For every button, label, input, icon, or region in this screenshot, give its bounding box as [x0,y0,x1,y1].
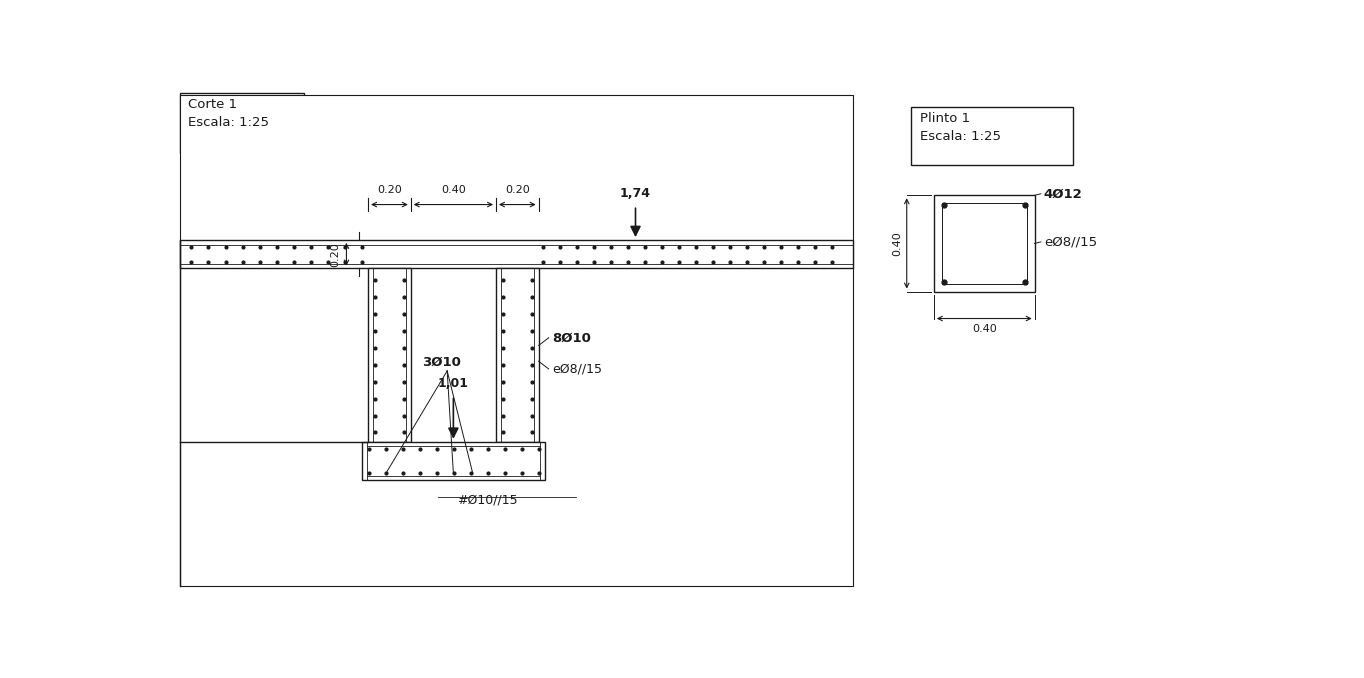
Text: Corte 1
Escala: 1:25: Corte 1 Escala: 1:25 [188,98,269,129]
Bar [496,268,539,442]
Text: 8Ø10: 8Ø10 [552,332,592,344]
Bar [180,93,304,153]
Bar [941,203,1027,284]
Text: eØ8//15: eØ8//15 [552,363,603,376]
Text: 0.40: 0.40 [892,231,902,256]
Text: 0.20: 0.20 [376,185,402,195]
Bar [911,106,1073,165]
Bar [180,240,852,268]
Text: eØ8//15: eØ8//15 [1043,235,1097,248]
Text: 0.40: 0.40 [441,185,465,195]
Text: 0.20: 0.20 [330,242,340,266]
Text: 0.20: 0.20 [505,185,529,195]
Text: 3Ø10: 3Ø10 [423,355,461,369]
Bar [934,195,1035,292]
Text: #Ø10//15: #Ø10//15 [457,494,518,506]
Text: 0.40: 0.40 [973,324,997,334]
Text: 1,74: 1,74 [621,187,651,200]
Bar [368,268,411,442]
Text: 4Ø12: 4Ø12 [1043,187,1083,200]
Bar [180,95,852,586]
Text: Plinto 1
Escala: 1:25: Plinto 1 Escala: 1:25 [919,112,1001,143]
Text: 1,01: 1,01 [438,377,469,390]
Bar [361,442,544,480]
